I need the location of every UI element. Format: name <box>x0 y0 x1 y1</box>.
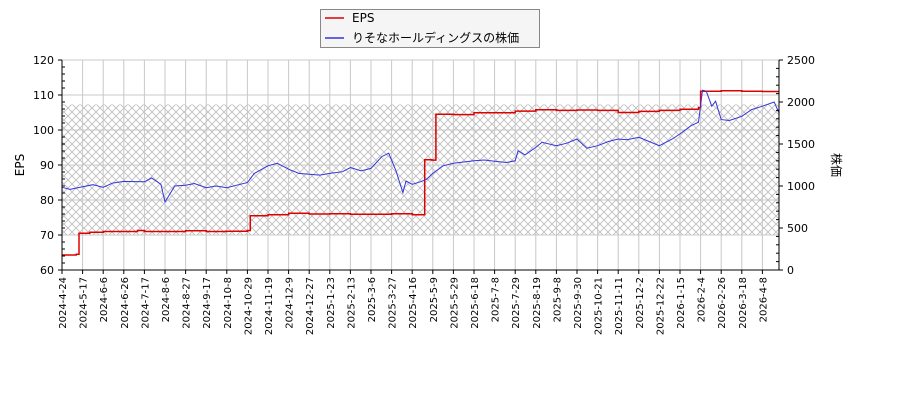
x-tick-label: 2024-9-17 <box>202 277 213 329</box>
y-right-tick-label: 2000 <box>787 96 815 109</box>
x-tick-label: 2024-8-27 <box>182 277 193 329</box>
y-left-tick-label: 70 <box>40 229 54 242</box>
y-left-tick-label: 60 <box>40 264 54 277</box>
x-tick-label: 2024-7-17 <box>140 277 151 329</box>
x-tick-label: 2025-7-29 <box>511 277 522 329</box>
x-tick-label: 2024-10-8 <box>223 277 234 329</box>
legend-label-eps: EPS <box>352 11 374 25</box>
x-tick-label: 2024-11-19 <box>264 277 275 335</box>
y-right-tick-label: 500 <box>787 222 808 235</box>
y-left-tick-label: 80 <box>40 194 54 207</box>
x-tick-label: 2024-6-26 <box>120 277 131 329</box>
x-tick-label: 2026-1-15 <box>676 277 687 329</box>
y-left-tick-label: 110 <box>33 89 54 102</box>
y-left-tick-label: 100 <box>33 124 54 137</box>
x-tick-label: 2024-5-17 <box>79 277 90 329</box>
grid-lines <box>61 59 779 271</box>
x-tick-label: 2025-5-29 <box>449 277 460 329</box>
x-tick-label: 2025-12-2 <box>635 277 646 329</box>
x-tick-label: 2025-6-18 <box>470 277 481 329</box>
x-tick-label: 2026-2-26 <box>717 277 728 329</box>
y-axis-left-title: EPS <box>13 154 27 176</box>
eps-line <box>62 90 779 256</box>
x-tick-label: 2025-7-8 <box>491 277 502 322</box>
y-right-tick-label: 0 <box>787 264 794 277</box>
y-axis-right-title: 株価 <box>829 153 844 177</box>
x-tick-label: 2024-8-6 <box>161 277 172 322</box>
x-tick-label: 2026-3-18 <box>738 277 749 329</box>
x-tick-label: 2025-3-27 <box>388 277 399 329</box>
x-tick-label: 2024-10-29 <box>243 277 254 335</box>
y-right-tick-label: 1000 <box>787 180 815 193</box>
series-layer <box>61 89 780 256</box>
x-tick-label: 2025-5-9 <box>429 277 440 322</box>
x-tick-label: 2025-9-30 <box>573 277 584 329</box>
x-tick-label: 2025-11-11 <box>614 277 625 335</box>
x-tick-label: 2025-9-8 <box>552 277 563 322</box>
x-tick-label: 2024-6-6 <box>99 277 110 322</box>
x-tick-label: 2024-12-27 <box>305 277 316 335</box>
x-tick-label: 2025-2-13 <box>346 277 357 329</box>
y-right-tick-label: 2500 <box>787 54 815 67</box>
x-tick-label: 2025-12-22 <box>655 277 666 335</box>
x-tick-label: 2024-12-9 <box>285 277 296 329</box>
x-tick-label: 2025-4-16 <box>408 277 419 329</box>
x-tick-label: 2025-3-6 <box>367 277 378 322</box>
x-tick-label: 2024-4-24 <box>58 277 69 329</box>
x-tick-label: 2025-10-21 <box>594 277 605 335</box>
axes: 60 70 80 90 100 110 120 0 500 1000 1500 2000 2500 202… <box>33 54 815 335</box>
y-left-tick-label: 120 <box>33 54 54 67</box>
stock-price-line <box>61 89 780 204</box>
x-tick-label: 2025-8-19 <box>532 277 543 329</box>
legend: EPS りそなホールディングスの株価 <box>320 9 540 48</box>
y-left-tick-label: 90 <box>40 159 54 172</box>
x-tick-label: 2025-1-23 <box>326 277 337 329</box>
x-tick-label: 2026-4-8 <box>758 277 769 322</box>
legend-label-price: りそなホールディングスの株価 <box>352 30 519 45</box>
y-right-tick-label: 1500 <box>787 138 815 151</box>
x-tick-label: 2026-2-4 <box>697 277 708 322</box>
